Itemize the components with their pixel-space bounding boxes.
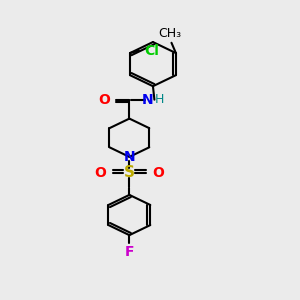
Text: N: N — [124, 150, 135, 164]
Text: O: O — [98, 93, 110, 107]
Text: S: S — [124, 165, 135, 180]
Text: F: F — [124, 245, 134, 260]
Text: CH₃: CH₃ — [158, 27, 182, 40]
Text: Cl: Cl — [144, 44, 159, 58]
Text: H: H — [155, 93, 164, 106]
Text: O: O — [152, 166, 164, 180]
Text: O: O — [94, 166, 106, 180]
Text: N: N — [142, 93, 154, 107]
